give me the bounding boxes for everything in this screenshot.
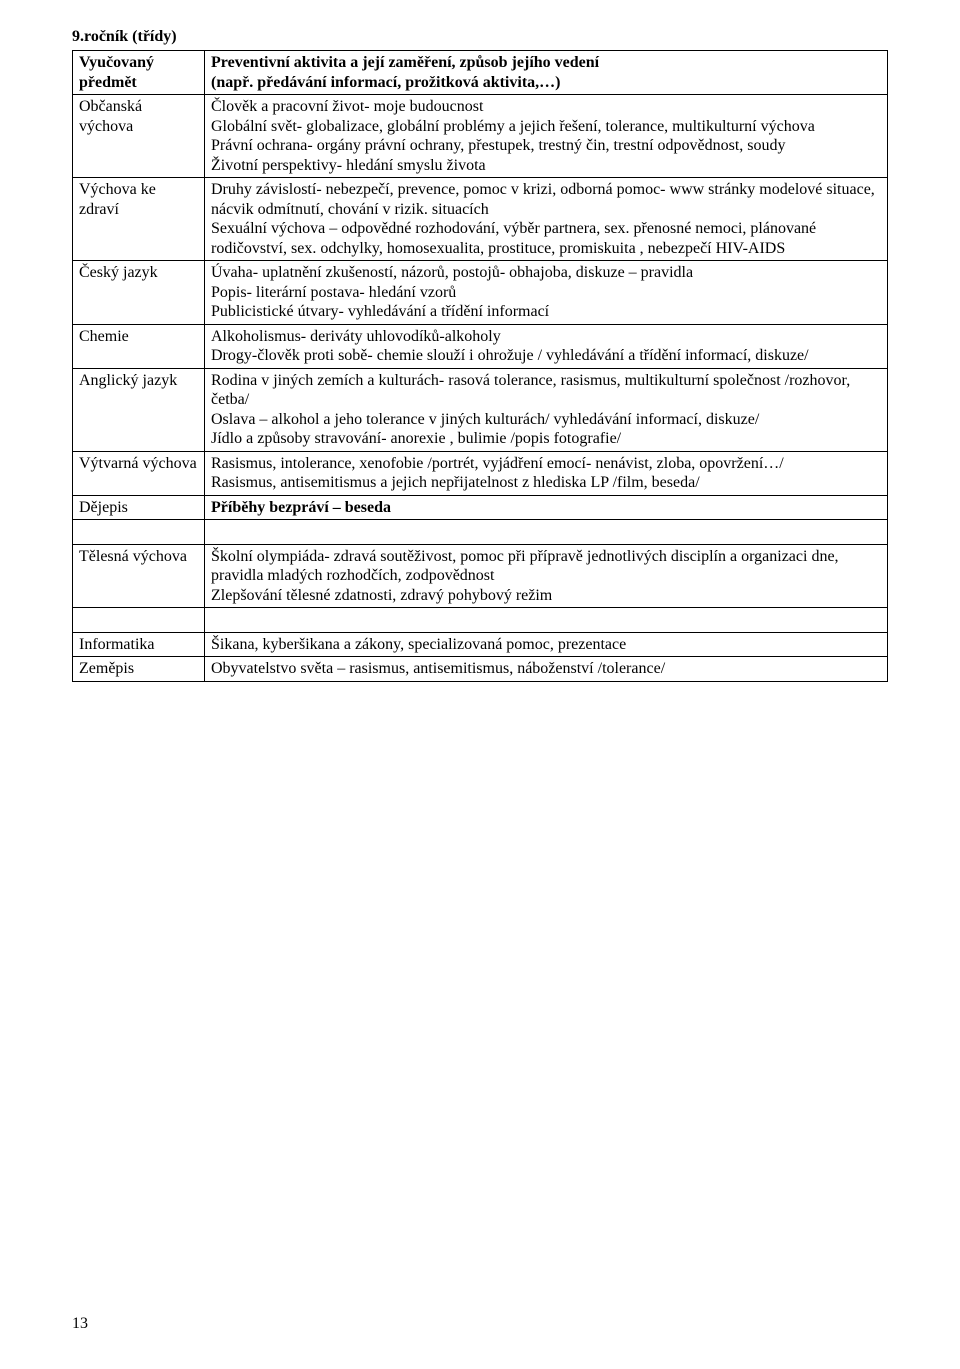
subject-cell: Dějepis [73, 495, 205, 520]
content-cell: Příběhy bezpráví – beseda [205, 495, 888, 520]
table-row-empty [73, 608, 888, 633]
page-heading: 9.ročník (třídy) [72, 28, 888, 46]
subject-cell-empty [73, 608, 205, 633]
content-line: Obyvatelstvo světa – rasismus, antisemit… [211, 660, 665, 677]
table-row: Český jazyk Úvaha- uplatnění zkušeností,… [73, 261, 888, 325]
content-cell: Alkoholismus- deriváty uhlovodíků-alkoho… [205, 324, 888, 368]
content-cell-empty [205, 608, 888, 633]
content-line: Šikana, kyberšikana a zákony, specializo… [211, 636, 626, 653]
subject-cell: Výchova ke zdraví [73, 178, 205, 261]
content-line: Zlepšování tělesné zdatnosti, zdravý poh… [211, 587, 552, 604]
content-line: Popis- literární postava- hledání vzorů [211, 284, 456, 301]
content-cell: Šikana, kyberšikana a zákony, specializo… [205, 632, 888, 657]
subject-cell: Český jazyk [73, 261, 205, 325]
content-cell: Úvaha- uplatnění zkušeností, názorů, pos… [205, 261, 888, 325]
table-row-empty [73, 520, 888, 545]
content-line: Druhy závislostí- nebezpečí, prevence, p… [211, 181, 875, 218]
content-line: Publicistické útvary- vyhledávání a tříd… [211, 303, 549, 320]
subject-cell: Anglický jazyk [73, 368, 205, 451]
content-line: Životní perspektivy- hledání smyslu živo… [211, 157, 486, 174]
table-row: Tělesná výchova Školní olympiáda- zdravá… [73, 544, 888, 608]
table-row: Zeměpis Obyvatelstvo světa – rasismus, a… [73, 657, 888, 682]
content-cell: Školní olympiáda- zdravá soutěživost, po… [205, 544, 888, 608]
content-line: Člověk a pracovní život- moje budoucnost [211, 98, 483, 115]
table-row: Anglický jazyk Rodina v jiných zemích a … [73, 368, 888, 451]
content-line: Sexuální výchova – odpovědné rozhodování… [211, 220, 816, 257]
subject-cell: Občanská výchova [73, 95, 205, 178]
content-line: Rodina v jiných zemích a kulturách- raso… [211, 372, 850, 409]
header-right-line1: Preventivní aktivita a její zaměření, zp… [211, 54, 599, 71]
subject-cell: Zeměpis [73, 657, 205, 682]
content-line: Právní ochrana- orgány právní ochrany, p… [211, 137, 786, 154]
header-left: Vyučovaný předmět [73, 51, 205, 95]
content-line: Úvaha- uplatnění zkušeností, názorů, pos… [211, 264, 693, 281]
content-line: Rasismus, intolerance, xenofobie /portré… [211, 455, 784, 472]
subject-cell: Tělesná výchova [73, 544, 205, 608]
content-line: Příběhy bezpráví – beseda [211, 499, 391, 516]
table-row: Výtvarná výchova Rasismus, intolerance, … [73, 451, 888, 495]
table-row: Informatika Šikana, kyberšikana a zákony… [73, 632, 888, 657]
content-cell: Člověk a pracovní život- moje budoucnost… [205, 95, 888, 178]
subject-cell: Informatika [73, 632, 205, 657]
content-cell: Rodina v jiných zemích a kulturách- raso… [205, 368, 888, 451]
content-cell: Druhy závislostí- nebezpečí, prevence, p… [205, 178, 888, 261]
subject-cell: Výtvarná výchova [73, 451, 205, 495]
header-right-line2: (např. předávání informací, prožitková a… [211, 74, 560, 91]
content-line: Školní olympiáda- zdravá soutěživost, po… [211, 548, 839, 585]
curriculum-table: Vyučovaný předmět Preventivní aktivita a… [72, 50, 888, 682]
page-number: 13 [72, 1315, 88, 1333]
content-line: Jídlo a způsoby stravování- anorexie , b… [211, 430, 621, 447]
header-right: Preventivní aktivita a její zaměření, zp… [205, 51, 888, 95]
subject-cell-empty [73, 520, 205, 545]
content-line: Drogy-člověk proti sobě- chemie slouží i… [211, 347, 809, 364]
table-row: Občanská výchova Člověk a pracovní život… [73, 95, 888, 178]
subject-cell: Chemie [73, 324, 205, 368]
content-line: Alkoholismus- deriváty uhlovodíků-alkoho… [211, 328, 501, 345]
table-row: Chemie Alkoholismus- deriváty uhlovodíků… [73, 324, 888, 368]
table-row: Dějepis Příběhy bezpráví – beseda [73, 495, 888, 520]
content-line: Oslava – alkohol a jeho tolerance v jiný… [211, 411, 759, 428]
content-line: Globální svět- globalizace, globální pro… [211, 118, 815, 135]
content-cell: Obyvatelstvo světa – rasismus, antisemit… [205, 657, 888, 682]
content-cell-empty [205, 520, 888, 545]
table-row: Výchova ke zdraví Druhy závislostí- nebe… [73, 178, 888, 261]
content-line: Rasismus, antisemitismus a jejich nepřij… [211, 474, 700, 491]
table-header-row: Vyučovaný předmět Preventivní aktivita a… [73, 51, 888, 95]
content-cell: Rasismus, intolerance, xenofobie /portré… [205, 451, 888, 495]
